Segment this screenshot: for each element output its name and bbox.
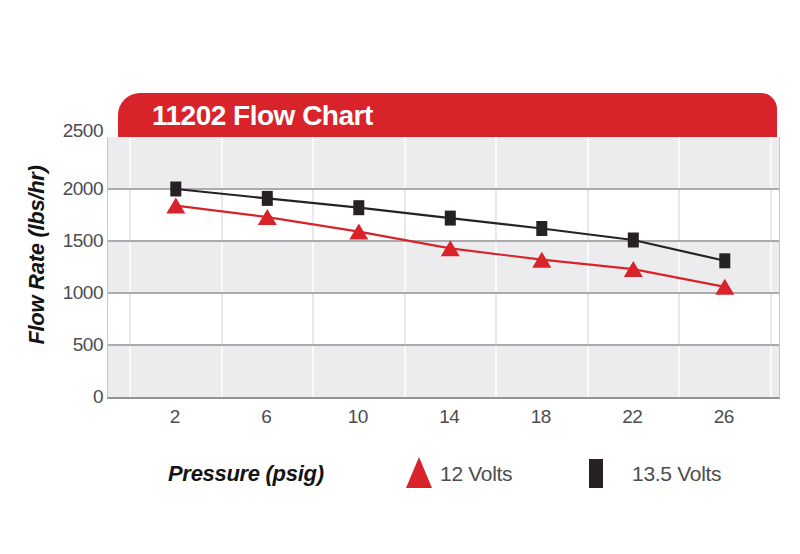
y-axis-tick-label: 1000 — [38, 282, 103, 304]
x-axis-tick-label: 2 — [145, 406, 205, 428]
data-point-square-x2 — [170, 182, 181, 197]
flow-chart-figure: 11202 Flow Chart Flow Rate (lbs/hr) Pres… — [0, 0, 800, 554]
x-axis-tick-label: 14 — [419, 406, 479, 428]
x-axis-tick-label: 10 — [328, 406, 388, 428]
legend-label-13-5-volts: 13.5 Volts — [632, 462, 721, 486]
legend-square-marker-13-5v — [589, 459, 603, 488]
x-axis-tick-label: 6 — [236, 406, 296, 428]
legend-label-12-volts: 12 Volts — [440, 462, 512, 486]
data-point-square-x10 — [353, 200, 364, 215]
y-axis-tick-label: 1500 — [38, 230, 103, 252]
y-axis-tick-label: 500 — [38, 334, 103, 356]
data-point-square-x6 — [262, 191, 273, 206]
data-point-square-x26 — [719, 253, 730, 268]
y-axis-tick-label: 2500 — [38, 120, 103, 142]
x-axis-tick-label: 22 — [602, 406, 662, 428]
y-axis-tick-label: 0 — [38, 386, 103, 408]
x-axis-tick-label: 26 — [694, 406, 754, 428]
x-axis-title: Pressure (psig) — [168, 461, 324, 487]
legend-triangle-marker-12v — [406, 457, 432, 488]
data-point-triangle-x26 — [715, 279, 734, 295]
plot-area — [107, 137, 780, 399]
data-point-square-x22 — [628, 233, 639, 248]
data-point-square-x14 — [445, 211, 456, 226]
data-point-square-x18 — [536, 221, 547, 236]
y-axis-tick-label: 2000 — [38, 178, 103, 200]
chart-title: 11202 Flow Chart — [152, 97, 373, 137]
series-layer — [108, 137, 779, 397]
x-axis-tick-label: 18 — [511, 406, 571, 428]
